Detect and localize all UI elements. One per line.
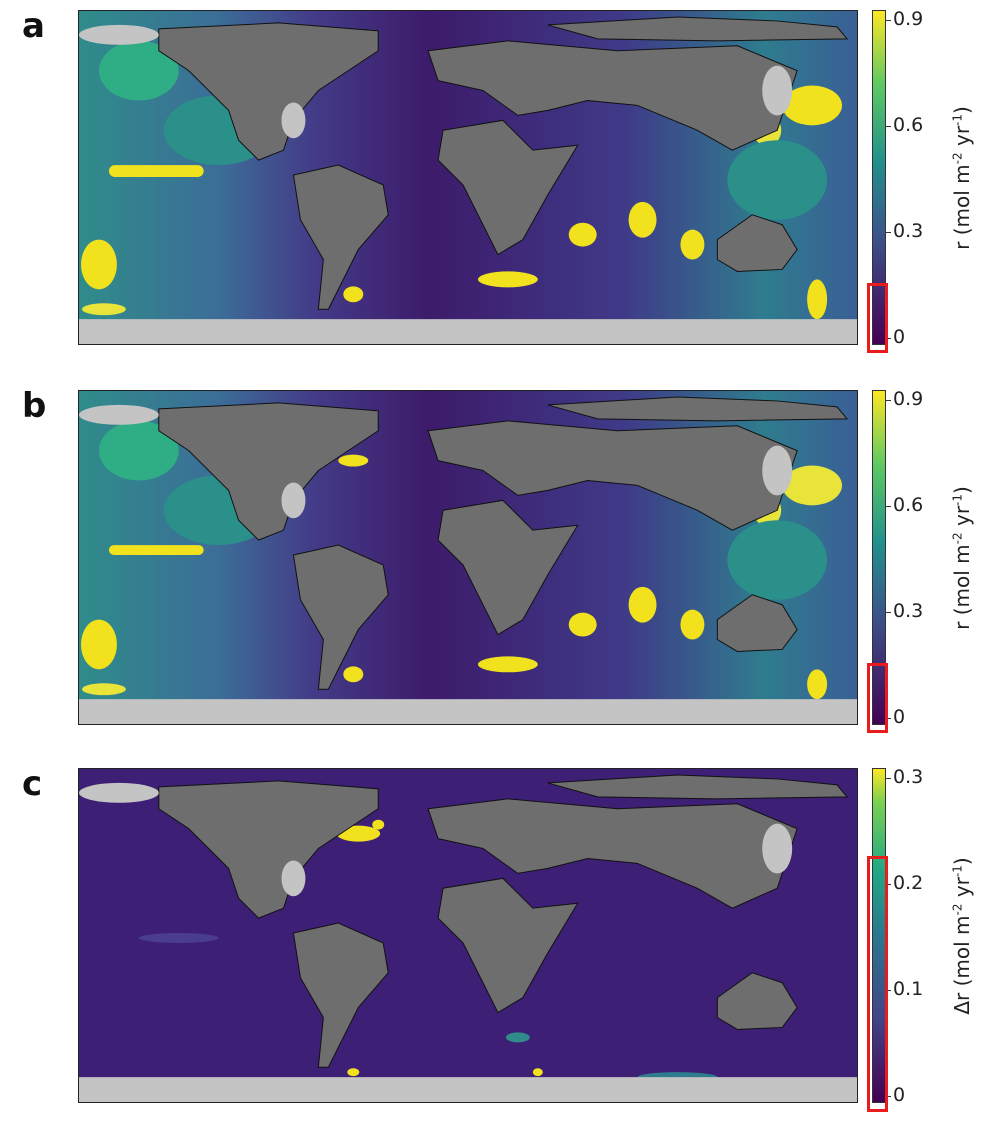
panel-letter: b	[22, 386, 47, 426]
colorbar-tick-label: 0.3	[893, 766, 924, 788]
ice-patches	[79, 404, 857, 724]
colorbar-tick-label: 0.3	[893, 600, 924, 622]
colorbar-tick-mark	[886, 718, 891, 719]
colorbar-highlight-box	[867, 283, 888, 353]
colorbar-tick-mark	[886, 506, 891, 507]
colorbar-label: Δr (mol m-2 yr-1)	[950, 857, 974, 1015]
colorbar-tick-mark	[886, 884, 891, 885]
colorbar-tick-label: 0.9	[893, 388, 924, 410]
colorbar-tick-label: 0	[893, 1084, 906, 1106]
colorbar-tick-label: 0.6	[893, 114, 924, 136]
continents	[158, 396, 849, 690]
ocean-map	[78, 768, 858, 1103]
colorbar-tick-mark	[886, 778, 891, 779]
colorbar-tick-label: 0.6	[893, 494, 924, 516]
colorbar	[872, 10, 886, 345]
panel-b: b	[0, 380, 1007, 733]
ice-patches	[79, 24, 857, 344]
colorbar-tick-label: 0	[893, 706, 906, 728]
colorbar-tick-mark	[886, 400, 891, 401]
ocean-map	[78, 390, 858, 725]
colorbar-tick-label: 0.2	[893, 872, 924, 894]
colorbar-label: r (mol m-2 yr-1)	[950, 106, 974, 250]
colorbar	[872, 390, 886, 725]
colorbar-highlight-box	[867, 856, 888, 1112]
panel-c: c	[0, 758, 1007, 1112]
colorbar-tick-mark	[886, 612, 891, 613]
colorbar-tick-mark	[886, 990, 891, 991]
panel-letter: c	[22, 764, 43, 804]
map-svg	[79, 11, 857, 344]
ocean-map	[78, 10, 858, 345]
colorbar-tick-mark	[886, 1096, 891, 1097]
colorbar-tick-mark	[886, 20, 891, 21]
colorbar-tick-label: 0.9	[893, 8, 924, 30]
ice-patches	[79, 782, 857, 1102]
colorbar-tick-label: 0.1	[893, 978, 924, 1000]
colorbar-tick-label: 0.3	[893, 220, 924, 242]
continents	[158, 774, 849, 1068]
map-svg	[79, 391, 857, 724]
high-flux-patches	[80, 420, 843, 700]
map-svg	[79, 769, 857, 1102]
colorbar-tick-mark	[886, 232, 891, 233]
colorbar-tick-mark	[886, 126, 891, 127]
colorbar-tick-label: 0	[893, 326, 906, 348]
panel-a: a	[0, 0, 1007, 353]
continents	[158, 16, 849, 310]
high-flux-patches	[80, 40, 843, 320]
colorbar-highlight-box	[867, 663, 888, 733]
colorbar-label: r (mol m-2 yr-1)	[950, 486, 974, 630]
panel-letter: a	[22, 6, 45, 46]
colorbar-tick-mark	[886, 338, 891, 339]
